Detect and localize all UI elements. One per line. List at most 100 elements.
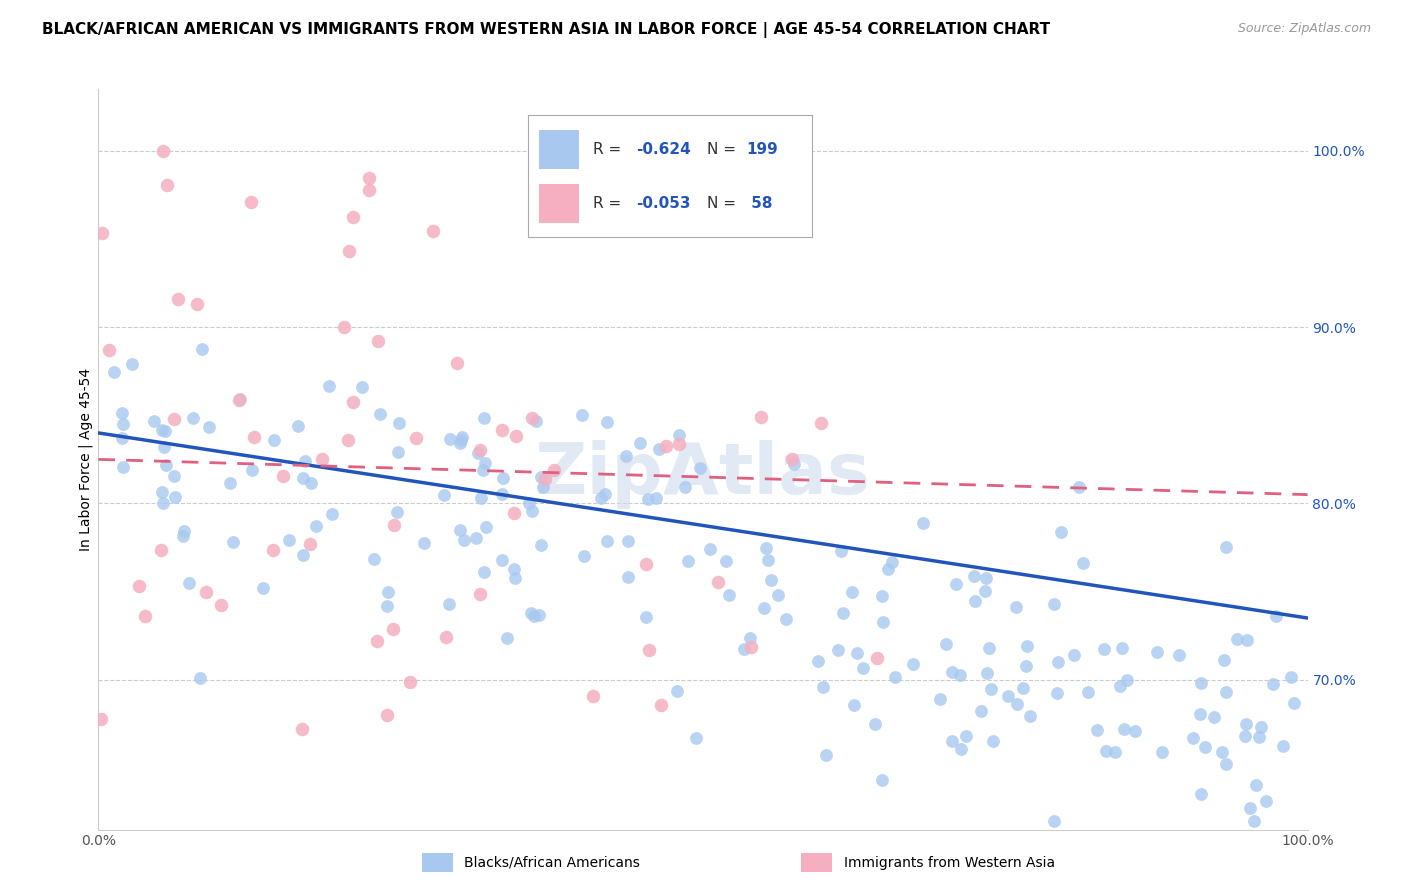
Point	[707, 575, 730, 590]
Point	[718, 588, 741, 602]
Point	[152, 424, 174, 438]
Point	[173, 524, 195, 539]
Point	[112, 417, 135, 431]
Point	[472, 411, 495, 425]
Point	[1146, 645, 1168, 659]
Text: Immigrants from Western Asia: Immigrants from Western Asia	[844, 855, 1054, 870]
Point	[434, 630, 457, 644]
Point	[738, 631, 761, 645]
Point	[524, 414, 547, 428]
Point	[949, 741, 972, 756]
Point	[291, 549, 314, 563]
Point	[357, 183, 380, 197]
Point	[852, 661, 875, 675]
Point	[530, 538, 553, 552]
Point	[815, 747, 838, 762]
Point	[453, 533, 475, 548]
Point	[149, 542, 172, 557]
Point	[1077, 684, 1099, 698]
Point	[433, 488, 456, 502]
Point	[505, 429, 527, 443]
Point	[333, 320, 356, 334]
Point	[1261, 677, 1284, 691]
Point	[876, 562, 898, 576]
Text: ZipAtlas: ZipAtlas	[536, 440, 870, 508]
Point	[492, 471, 515, 485]
Point	[342, 395, 364, 409]
Point	[1109, 679, 1132, 693]
Point	[1015, 640, 1038, 654]
Point	[1005, 697, 1028, 711]
Point	[305, 519, 328, 533]
Point	[263, 433, 285, 447]
Point	[733, 642, 755, 657]
Point	[475, 520, 498, 534]
Point	[242, 430, 264, 444]
Point	[634, 610, 657, 624]
Point	[422, 224, 444, 238]
Point	[1063, 648, 1085, 662]
Point	[714, 553, 737, 567]
Point	[1215, 757, 1237, 772]
Point	[810, 416, 832, 430]
Point	[533, 472, 555, 486]
Point	[1215, 541, 1237, 555]
Point	[935, 637, 957, 651]
Point	[963, 593, 986, 607]
Point	[650, 698, 672, 713]
Point	[1071, 556, 1094, 570]
Point	[399, 675, 422, 690]
Point	[337, 244, 360, 258]
Point	[529, 469, 551, 483]
Point	[1116, 673, 1139, 687]
Point	[1015, 659, 1038, 673]
Point	[228, 392, 250, 407]
Point	[780, 452, 803, 467]
Point	[439, 597, 461, 611]
Point	[845, 646, 868, 660]
Point	[381, 623, 404, 637]
Point	[294, 454, 316, 468]
Point	[239, 195, 262, 210]
Point	[278, 533, 301, 547]
Point	[449, 524, 471, 538]
Point	[756, 553, 779, 567]
Point	[1250, 720, 1272, 734]
Point	[685, 731, 707, 745]
Point	[754, 601, 776, 615]
Point	[382, 517, 405, 532]
Point	[91, 226, 114, 240]
Point	[385, 505, 408, 519]
Point	[1281, 670, 1303, 684]
Point	[543, 463, 565, 477]
Point	[870, 589, 893, 603]
Point	[1085, 723, 1108, 738]
Point	[1042, 597, 1064, 611]
Point	[775, 611, 797, 625]
Point	[103, 365, 125, 379]
Point	[167, 293, 190, 307]
Point	[179, 575, 201, 590]
Point	[1202, 710, 1225, 724]
Point	[1215, 685, 1237, 699]
Point	[198, 420, 221, 434]
Point	[172, 529, 194, 543]
Point	[387, 444, 409, 458]
Point	[311, 452, 333, 467]
Point	[1182, 731, 1205, 745]
Point	[503, 571, 526, 585]
Point	[262, 543, 284, 558]
Point	[596, 534, 619, 549]
Point	[156, 178, 179, 192]
Point	[153, 424, 176, 438]
Point	[589, 491, 612, 505]
Point	[496, 632, 519, 646]
Point	[1019, 708, 1042, 723]
Point	[1194, 739, 1216, 754]
Point	[186, 297, 208, 311]
Point	[474, 456, 496, 470]
Point	[827, 642, 849, 657]
Point	[974, 571, 997, 585]
Point	[291, 471, 314, 485]
Point	[111, 406, 134, 420]
